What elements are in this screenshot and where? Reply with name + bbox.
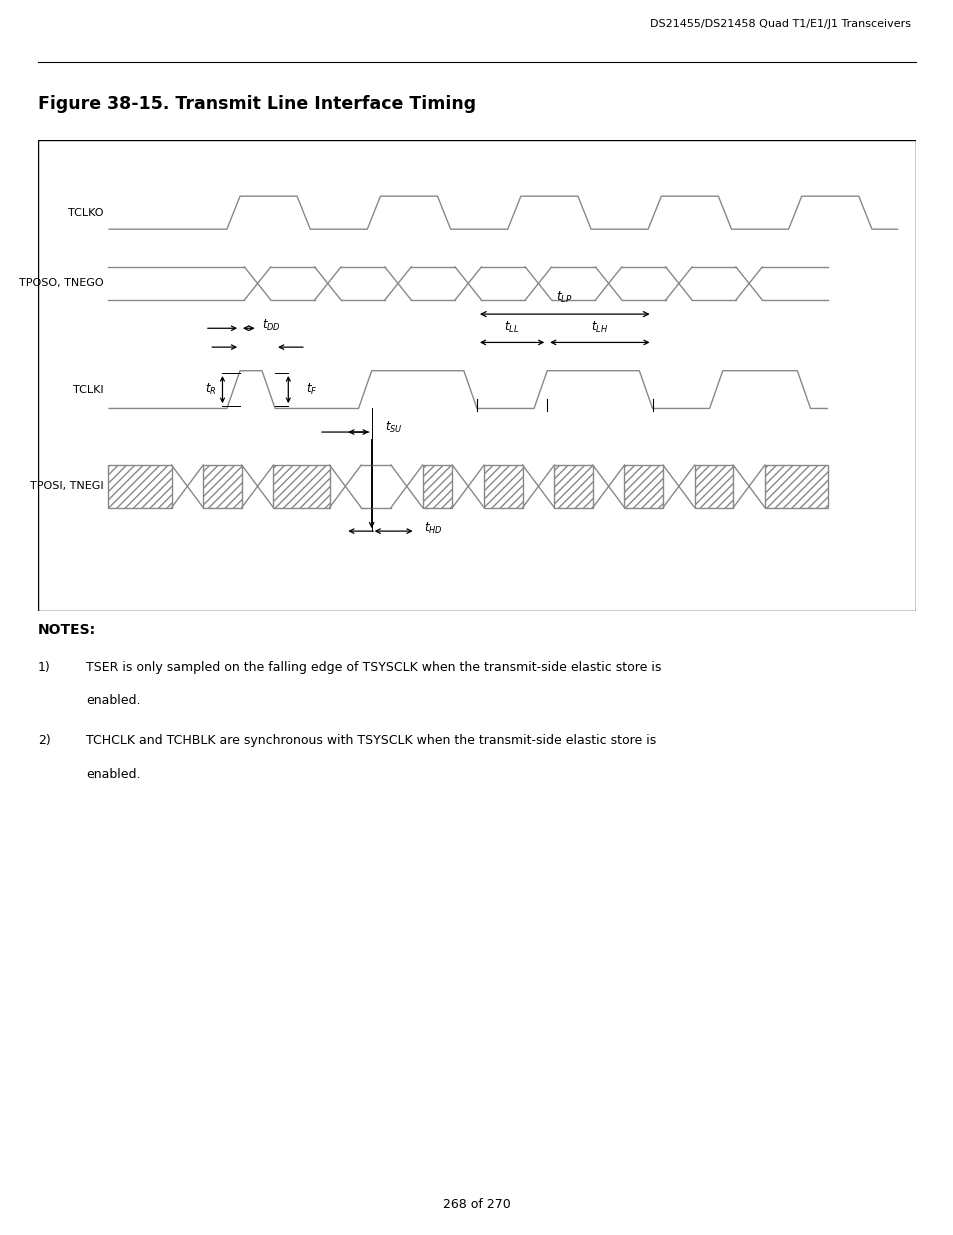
Text: enabled.: enabled. bbox=[87, 767, 141, 781]
Text: 1): 1) bbox=[38, 661, 51, 674]
Text: TCHCLK and TCHBLK are synchronous with TSYSCLK when the transmit-side elastic st: TCHCLK and TCHBLK are synchronous with T… bbox=[87, 734, 656, 747]
Text: $t_F$: $t_F$ bbox=[306, 382, 317, 398]
Polygon shape bbox=[764, 466, 827, 508]
Text: TPOSI, TNEGI: TPOSI, TNEGI bbox=[30, 482, 104, 492]
Text: $t_{LP}$: $t_{LP}$ bbox=[556, 289, 573, 305]
Text: TCLKO: TCLKO bbox=[69, 207, 104, 217]
FancyBboxPatch shape bbox=[38, 140, 915, 611]
Polygon shape bbox=[109, 466, 172, 508]
Polygon shape bbox=[274, 466, 329, 508]
Text: $t_R$: $t_R$ bbox=[205, 382, 216, 398]
Text: TPOSO, TNEGO: TPOSO, TNEGO bbox=[19, 278, 104, 289]
Polygon shape bbox=[694, 466, 733, 508]
Text: $t_{HD}$: $t_{HD}$ bbox=[424, 521, 442, 536]
Polygon shape bbox=[483, 466, 522, 508]
Text: $t_{SU}$: $t_{SU}$ bbox=[384, 420, 402, 435]
Text: $t_{DD}$: $t_{DD}$ bbox=[262, 319, 280, 333]
Polygon shape bbox=[422, 466, 452, 508]
Text: NOTES:: NOTES: bbox=[38, 622, 96, 636]
Text: $t_{LL}$: $t_{LL}$ bbox=[504, 320, 519, 336]
Text: DS21455/DS21458 Quad T1/E1/J1 Transceivers: DS21455/DS21458 Quad T1/E1/J1 Transceive… bbox=[649, 19, 910, 28]
Text: Figure 38-15. Transmit Line Interface Timing: Figure 38-15. Transmit Line Interface Ti… bbox=[38, 95, 476, 112]
Text: enabled.: enabled. bbox=[87, 694, 141, 708]
Text: 268 of 270: 268 of 270 bbox=[442, 1198, 511, 1210]
Polygon shape bbox=[624, 466, 662, 508]
Text: $t_{LH}$: $t_{LH}$ bbox=[591, 320, 608, 336]
Text: 2): 2) bbox=[38, 734, 51, 747]
Text: TCLKI: TCLKI bbox=[73, 384, 104, 395]
Polygon shape bbox=[203, 466, 241, 508]
Polygon shape bbox=[554, 466, 592, 508]
Text: TSER is only sampled on the falling edge of TSYSCLK when the transmit-side elast: TSER is only sampled on the falling edge… bbox=[87, 661, 661, 674]
